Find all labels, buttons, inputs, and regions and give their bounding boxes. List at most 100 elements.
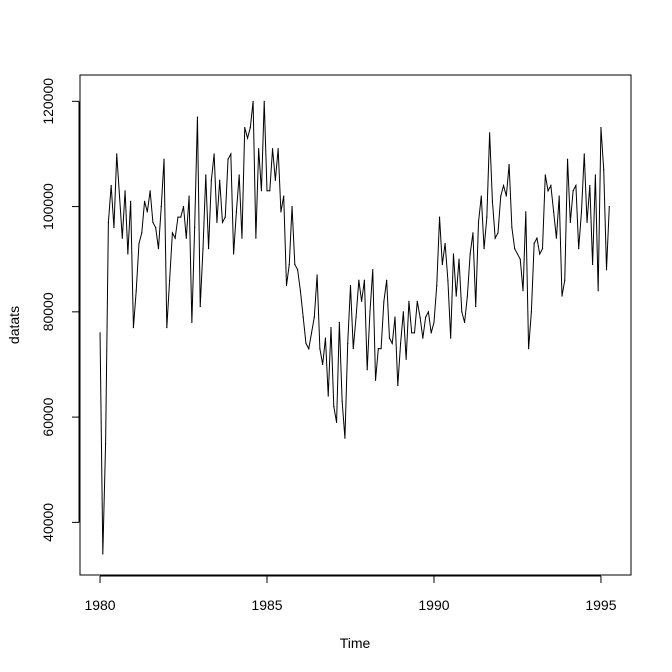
data-point <box>202 248 204 250</box>
data-point <box>405 358 407 360</box>
x-tick-label: 1995 <box>585 597 616 613</box>
data-point <box>171 232 173 234</box>
data-point <box>280 211 282 213</box>
data-point <box>533 242 535 245</box>
data-point <box>252 100 254 102</box>
data-point <box>483 248 485 250</box>
data-point <box>174 237 176 239</box>
data-point <box>333 405 335 408</box>
data-point <box>597 290 599 292</box>
data-point <box>235 211 237 213</box>
data-point <box>430 332 432 334</box>
data-point <box>266 190 268 192</box>
data-point <box>522 290 524 292</box>
y-tick-label: 80000 <box>40 292 56 331</box>
data-point <box>402 311 404 313</box>
data-point <box>452 253 455 255</box>
y-axis-label: datats <box>6 306 22 344</box>
data-point <box>603 169 605 171</box>
data-point <box>141 232 143 234</box>
data-point <box>121 237 123 239</box>
data-point <box>196 116 199 118</box>
data-point <box>544 174 546 176</box>
data-point <box>308 348 310 350</box>
data-point <box>541 248 544 250</box>
data-point <box>216 221 218 223</box>
data-point <box>294 263 296 266</box>
data-point <box>530 311 532 313</box>
data-point <box>152 221 154 223</box>
data-point <box>191 321 193 323</box>
data-point <box>475 305 477 308</box>
data-point <box>386 279 388 281</box>
data-point <box>527 348 530 350</box>
data-point <box>399 342 402 345</box>
data-point <box>338 321 340 323</box>
data-point <box>575 184 577 187</box>
data-point <box>550 184 552 187</box>
data-point <box>514 248 516 250</box>
data-point <box>194 227 196 229</box>
data-point <box>227 158 229 160</box>
data-point <box>516 253 519 255</box>
data-point <box>539 253 541 255</box>
data-point <box>555 237 558 239</box>
data-point <box>564 279 566 281</box>
data-point <box>394 316 396 318</box>
data-point <box>341 400 343 402</box>
data-point <box>377 348 379 350</box>
data-point <box>572 190 574 192</box>
data-point <box>180 216 182 218</box>
data-point <box>594 174 596 176</box>
data-point <box>489 132 491 134</box>
data-point <box>199 305 201 308</box>
plot-box <box>79 74 632 576</box>
data-point <box>413 332 416 334</box>
data-point <box>497 232 499 234</box>
data-point <box>505 195 507 197</box>
data-point <box>274 179 276 181</box>
data-point <box>589 184 591 187</box>
data-point <box>355 316 357 318</box>
data-point <box>188 195 190 197</box>
data-point <box>105 442 107 445</box>
data-point <box>163 158 165 160</box>
data-point <box>316 274 318 276</box>
data-point <box>244 127 246 129</box>
data-point <box>578 248 580 250</box>
data-point <box>221 221 224 223</box>
data-point <box>361 300 363 302</box>
data-point <box>233 253 235 255</box>
x-tick-label: 1990 <box>418 597 449 613</box>
data-point <box>285 284 288 287</box>
data-point <box>444 242 446 245</box>
data-point <box>238 174 240 176</box>
data-point <box>349 284 352 287</box>
data-point <box>450 337 452 339</box>
data-point <box>241 237 243 239</box>
data-point <box>436 284 438 287</box>
data-point <box>500 195 502 197</box>
data-point <box>224 216 226 218</box>
data-point <box>182 205 185 208</box>
data-point <box>547 190 549 192</box>
data-point <box>580 211 583 213</box>
data-point <box>277 148 279 150</box>
data-point <box>383 300 385 302</box>
data-point <box>486 216 488 218</box>
data-point <box>469 253 471 255</box>
data-point <box>411 332 413 334</box>
data-point <box>110 184 112 187</box>
data-point <box>132 327 135 329</box>
data-point <box>327 395 329 397</box>
data-point <box>380 348 382 350</box>
data-point <box>297 269 299 271</box>
data-point <box>288 263 290 266</box>
data-point <box>358 279 360 281</box>
data-point <box>363 279 366 281</box>
data-point <box>600 127 602 129</box>
data-point <box>605 269 608 271</box>
data-point <box>419 316 421 318</box>
data-point <box>130 200 132 202</box>
data-point <box>246 137 249 139</box>
